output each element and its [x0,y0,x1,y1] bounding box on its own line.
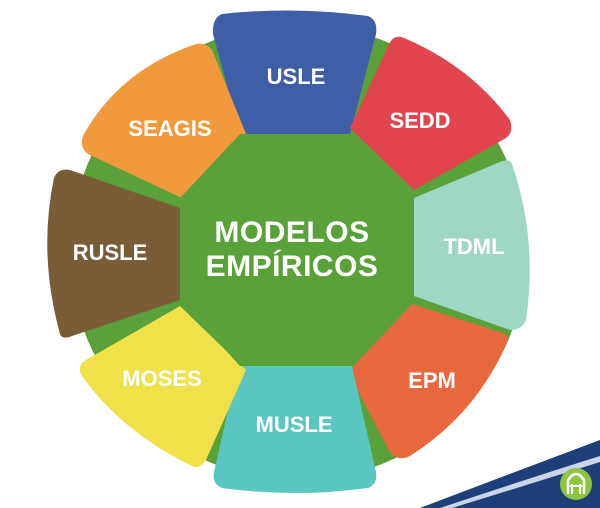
segment-musle[interactable] [213,366,377,493]
segment-label-epm: EPM [408,368,456,393]
h-arch-logo-icon [560,468,592,500]
segment-moses[interactable] [79,306,246,468]
segment-label-seagis: SEAGIS [128,116,211,141]
segment-label-musle: MUSLE [256,412,333,437]
segment-label-rusle: RUSLE [73,240,148,265]
segment-label-usle: USLE [267,64,326,89]
segment-seagis[interactable] [81,43,246,198]
segment-label-sedd: SEDD [389,108,450,133]
brand-swoosh [420,440,600,508]
brand-swoosh-light [440,456,600,508]
segment-usle[interactable] [212,10,377,135]
center-octagon [180,134,414,366]
segments-group [47,10,530,493]
segment-epm[interactable] [348,304,508,459]
segment-label-moses: MOSES [122,366,201,391]
center-title-line1: MODELOS [214,216,369,249]
segment-tdml[interactable] [414,160,530,330]
center-title-line2: EMPÍRICOS [206,249,379,283]
segment-sedd[interactable] [350,36,512,190]
segment-rusle[interactable] [47,169,181,338]
segment-label-tdml: TDML [443,234,504,259]
